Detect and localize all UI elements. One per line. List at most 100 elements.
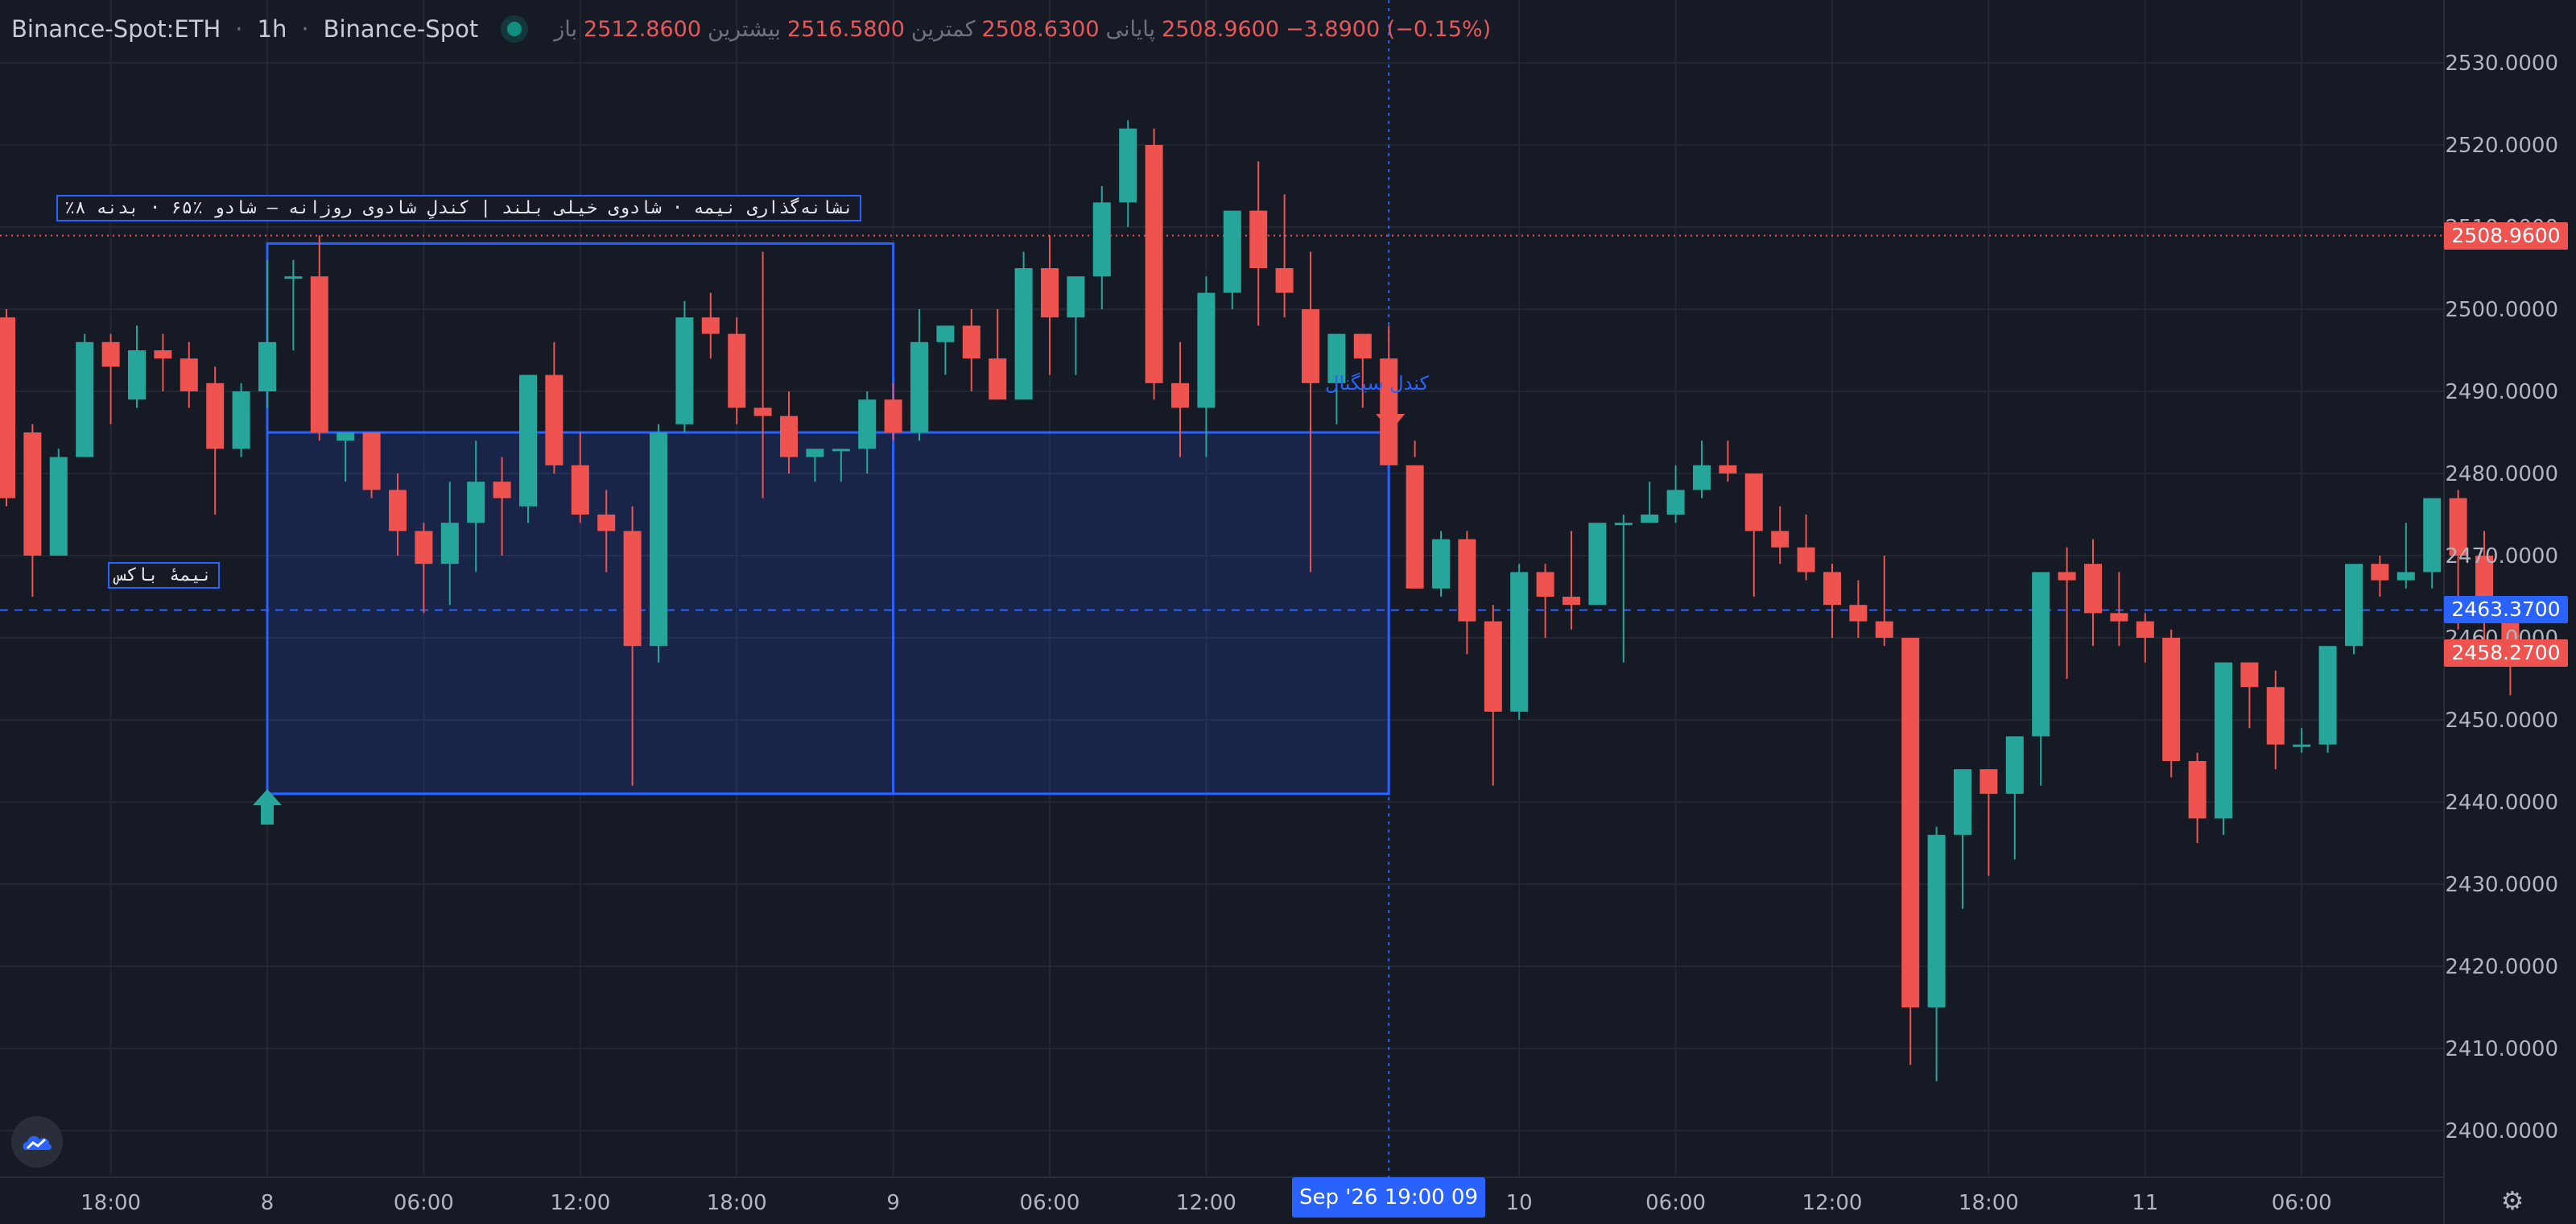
candle-body [1614, 523, 1633, 526]
candle-body [2005, 736, 2024, 794]
candle-body [1145, 145, 1163, 383]
candle-body [1275, 268, 1294, 293]
time-axis-label: 12:00 [550, 1191, 610, 1215]
low-value: 2508.6300 [981, 16, 1100, 42]
candle-body [832, 449, 850, 452]
candle-body [49, 457, 68, 556]
candle-body [1041, 268, 1059, 318]
exchange-label: Binance-Spot [323, 15, 479, 43]
candle-body [858, 399, 877, 449]
time-axis-label: 9 [886, 1191, 900, 1215]
candle-body [1223, 210, 1241, 293]
price-axis-label: 2490.0000 [2445, 380, 2558, 404]
candle-body [389, 490, 407, 531]
symbol-name[interactable]: Binance-Spot:ETH [11, 15, 221, 43]
candle-body [2162, 638, 2181, 761]
candle-body [1327, 333, 1346, 383]
candle-body [1901, 638, 1920, 1007]
signal-candle-label[interactable]: کندل سیگنال [1325, 372, 1429, 395]
time-axis-label: 06:00 [394, 1191, 454, 1215]
candle-body [1510, 572, 1529, 712]
candle-body [650, 432, 667, 647]
candle-body [2188, 761, 2207, 819]
low-label: کمترین [910, 16, 976, 42]
candle-body [1849, 605, 1868, 622]
candle-body [467, 482, 485, 523]
candle-body [1067, 276, 1085, 318]
chart-header: Binance-Spot:ETH · 1h · Binance-Spot باز… [11, 13, 1491, 45]
candle-body [780, 416, 798, 457]
price-axis-label: 2410.0000 [2445, 1037, 2558, 1061]
candle-body [1458, 539, 1476, 622]
open-label: باز [554, 16, 578, 42]
candle-body [910, 341, 928, 432]
candle-body [2136, 621, 2154, 638]
price-axis-label: 2400.0000 [2445, 1119, 2558, 1143]
candle-body [1927, 834, 1946, 1007]
close-label: پایانی [1105, 16, 1156, 42]
candle-body [675, 317, 694, 424]
candle-body [1588, 523, 1607, 606]
change-value: −3.8900 (−0.15%) [1286, 16, 1492, 42]
candle-body [2371, 564, 2389, 581]
candle-body [2058, 572, 2076, 581]
candle-body [2215, 662, 2232, 819]
candle-body [2240, 662, 2259, 688]
candle-body [728, 333, 746, 408]
price-axis-label: 2470.0000 [2445, 544, 2558, 569]
candle-body [1014, 268, 1033, 400]
last-price-tag: 2508.9600 [2444, 222, 2568, 250]
price-axis-label: 2440.0000 [2445, 791, 2558, 815]
candle-body [232, 391, 250, 449]
candle-body [962, 325, 980, 359]
candle-body [1954, 769, 1971, 835]
header-separator: · [301, 15, 309, 43]
candle-body [2449, 498, 2467, 556]
close-value: 2508.9600 [1162, 16, 1280, 42]
interval-label[interactable]: 1h [257, 15, 287, 43]
buy-arrow-icon [253, 789, 282, 825]
candle-body [597, 515, 616, 531]
time-axis-label: 10 [1506, 1191, 1533, 1215]
candle-body [493, 482, 511, 498]
candle-body [1171, 382, 1189, 408]
candle-body [2110, 613, 2128, 622]
candle-body [1797, 547, 1815, 573]
box-fill [267, 432, 1389, 794]
candle-body [989, 358, 1007, 400]
candle-body [0, 317, 15, 498]
candle-body [701, 317, 720, 334]
candle-body [1719, 465, 1737, 473]
candle-body [101, 341, 120, 367]
candle-body [1771, 531, 1790, 548]
gear-icon[interactable]: ⚙ [2500, 1185, 2524, 1216]
candle-body [2266, 687, 2285, 745]
candle-body [284, 276, 303, 279]
candle-body [1249, 210, 1268, 268]
candle-body [2423, 498, 2442, 573]
candle-body [1197, 292, 1216, 408]
time-axis-label: 06:00 [1645, 1191, 1706, 1215]
candle-body [206, 382, 225, 449]
candle-body [571, 465, 589, 515]
strategy-note[interactable]: ٪نشانه‌گذاری نیمه · شادوی خیلی بلند | کن… [56, 195, 862, 221]
candle-body [753, 407, 772, 416]
candle-body [1693, 465, 1711, 490]
candle-body [519, 374, 537, 507]
candle-body [23, 432, 42, 556]
candle-body [336, 432, 355, 441]
candle-body [1641, 515, 1659, 523]
candle-body [1744, 473, 1763, 531]
price-axis-label: 2500.0000 [2445, 298, 2558, 322]
candle-body [258, 341, 276, 391]
candle-body [1092, 202, 1111, 277]
time-axis-label: 8 [261, 1191, 275, 1215]
candle-body [623, 531, 642, 647]
candle-body [1979, 769, 1998, 794]
cloud-logo-icon[interactable] [11, 1116, 63, 1168]
box-half-label[interactable]: نیمهٔ باکس [108, 562, 221, 589]
candle-body [76, 341, 94, 457]
time-axis-label: 12:00 [1176, 1191, 1236, 1215]
market-status-icon [507, 22, 522, 36]
